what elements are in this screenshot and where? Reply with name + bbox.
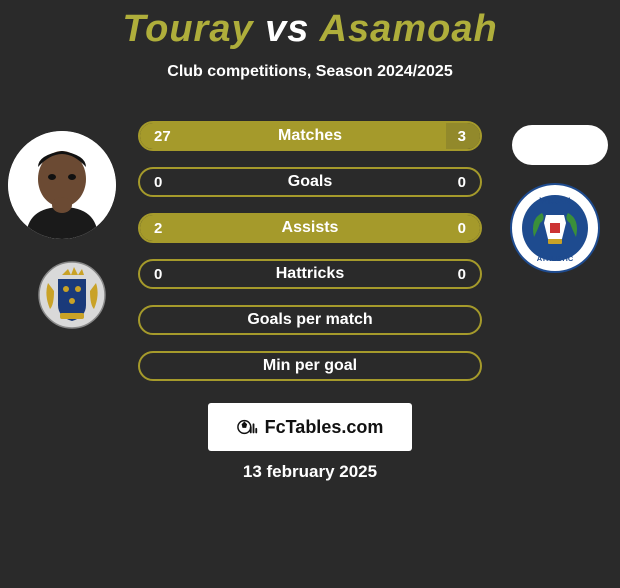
player2-club-crest: WIGAN ATHLETIC [510, 183, 600, 273]
stat-bar: 0 0 Hattricks [138, 259, 482, 289]
crest-icon [38, 261, 106, 329]
player1-club-crest [38, 261, 106, 329]
page-title: Touray vs Asamoah [0, 8, 620, 51]
brand-label: FcTables.com [265, 417, 384, 438]
svg-text:WIGAN: WIGAN [540, 196, 571, 206]
stat-label: Hattricks [276, 265, 344, 283]
title-vs: vs [265, 8, 309, 50]
stat-label: Assists [282, 219, 339, 237]
stat-value-right: 3 [458, 128, 466, 145]
stat-value-left: 0 [154, 174, 162, 191]
player1-avatar [8, 131, 116, 239]
stat-bars: 27 3 Matches 0 0 Goals 2 0 Assists 0 0 Hattricks Goa… [138, 121, 482, 397]
soccer-ball-stats-icon [237, 416, 259, 438]
title-player2: Asamoah [320, 8, 498, 50]
stat-bar: Goals per match [138, 305, 482, 335]
stat-bar: Min per goal [138, 351, 482, 381]
stat-bar: 2 0 Assists [138, 213, 482, 243]
title-player1: Touray [122, 8, 253, 50]
stat-value-left: 27 [154, 128, 171, 145]
stat-value-left: 0 [154, 266, 162, 283]
stat-value-right: 0 [458, 220, 466, 237]
stat-label: Matches [278, 127, 342, 145]
player2-avatar [512, 125, 608, 165]
stat-label: Goals [288, 173, 332, 191]
stat-label: Min per goal [263, 357, 357, 375]
footer-date: 13 february 2025 [0, 462, 620, 482]
brand-tag[interactable]: FcTables.com [208, 403, 412, 451]
stat-label: Goals per match [247, 311, 372, 329]
stat-value-left: 2 [154, 220, 162, 237]
avatar-icon [8, 131, 116, 239]
subtitle: Club competitions, Season 2024/2025 [0, 63, 620, 81]
svg-text:ATHLETIC: ATHLETIC [537, 254, 574, 263]
stat-value-right: 0 [458, 266, 466, 283]
stat-bar: 0 0 Goals [138, 167, 482, 197]
wigan-crest-icon: WIGAN ATHLETIC [510, 183, 600, 273]
stat-value-right: 0 [458, 174, 466, 191]
stat-bar: 27 3 Matches [138, 121, 482, 151]
